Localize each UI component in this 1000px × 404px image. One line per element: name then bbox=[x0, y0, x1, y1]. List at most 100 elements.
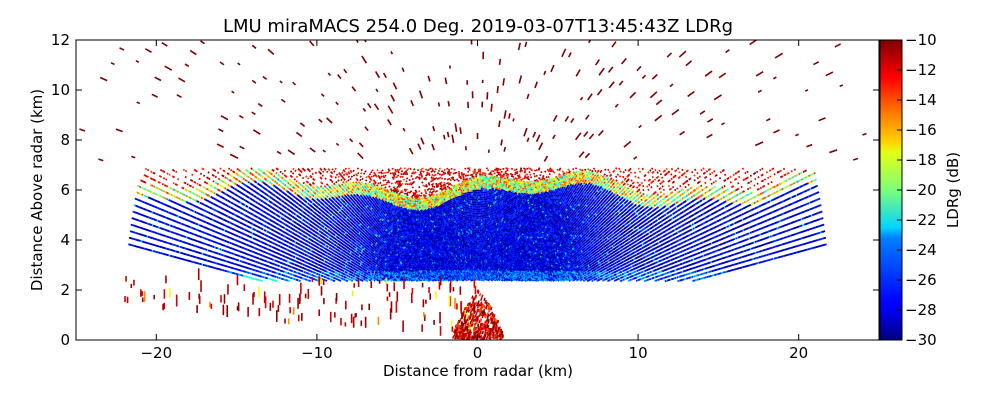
ldr-gate bbox=[741, 187, 742, 188]
ldr-gate bbox=[767, 178, 769, 179]
ldr-gate bbox=[714, 171, 715, 172]
ldr-gate bbox=[755, 179, 756, 180]
ldr-gate bbox=[637, 182, 638, 183]
ldr-gate bbox=[671, 174, 672, 175]
ldr-gate bbox=[766, 172, 767, 173]
ldr-gate bbox=[725, 180, 726, 181]
ldr-gate bbox=[671, 179, 672, 180]
ldr-gate bbox=[659, 170, 660, 171]
ldr-gate bbox=[660, 188, 661, 189]
ldr-gate bbox=[657, 176, 658, 177]
ldr-gate bbox=[651, 168, 652, 169]
ldr-gate bbox=[747, 189, 749, 190]
ldr-gate bbox=[714, 187, 715, 188]
ldr-gate bbox=[801, 173, 803, 174]
ldr-gate bbox=[679, 172, 680, 173]
ldr-gate bbox=[738, 183, 739, 184]
ldr-gate bbox=[727, 189, 728, 190]
ldr-gate bbox=[743, 191, 745, 192]
ldr-gate bbox=[794, 169, 796, 170]
ldr-gate bbox=[769, 170, 770, 171]
ldr-gate bbox=[673, 181, 674, 182]
ldr-gate bbox=[647, 194, 648, 195]
ldr-gate bbox=[703, 168, 704, 169]
ldr-gate bbox=[672, 192, 673, 193]
ldr-gate bbox=[684, 173, 685, 174]
ldr-gate bbox=[701, 170, 702, 171]
ldr-gate bbox=[780, 170, 782, 171]
ldr-gate bbox=[647, 186, 648, 187]
ldr-gate bbox=[723, 170, 724, 171]
ldr-gate bbox=[661, 177, 662, 178]
ldr-gate bbox=[791, 171, 793, 172]
ldr-gate bbox=[785, 174, 787, 175]
ldr-gate bbox=[694, 180, 695, 181]
ldr-gate bbox=[710, 179, 711, 180]
ldr-gate bbox=[805, 170, 807, 171]
ldr-gate bbox=[691, 187, 692, 188]
ldr-gate bbox=[688, 184, 689, 185]
ldr-gate bbox=[750, 175, 751, 176]
ldr-gate bbox=[663, 190, 664, 191]
ldr-gate bbox=[675, 175, 676, 176]
ldr-gate bbox=[754, 173, 755, 174]
ldr-gate bbox=[655, 192, 656, 193]
ldr-gate bbox=[643, 186, 644, 187]
ldr-gate bbox=[659, 180, 660, 181]
ldr-gate bbox=[653, 172, 654, 173]
ldr-gate bbox=[648, 172, 649, 173]
ldr-gate bbox=[781, 176, 783, 177]
ldr-gate bbox=[682, 189, 683, 190]
ldr-gate bbox=[669, 180, 670, 181]
ldr-gate bbox=[655, 170, 656, 171]
ldr-gate bbox=[760, 188, 762, 189]
ldr-gate bbox=[749, 188, 751, 189]
ldr-gate bbox=[724, 186, 725, 187]
ldr-gate bbox=[654, 179, 655, 180]
ldr-gate bbox=[762, 180, 764, 181]
ldr-gate bbox=[675, 190, 676, 191]
ldr-gate bbox=[768, 184, 770, 185]
ldr-gate bbox=[663, 181, 664, 182]
ldr-gate bbox=[687, 180, 688, 181]
chart-title: LMU miraMACS 254.0 Deg. 2019-03-07T13:45… bbox=[223, 16, 733, 37]
ldr-gate bbox=[733, 174, 734, 175]
ldr-gate bbox=[650, 170, 651, 171]
ldr-gate bbox=[748, 182, 749, 183]
ldr-gate bbox=[657, 186, 658, 187]
ldr-gate bbox=[771, 182, 773, 183]
ldr-gate bbox=[694, 175, 695, 176]
ldr-gate bbox=[713, 182, 714, 183]
ldr-gate bbox=[657, 172, 658, 173]
ldr-gate bbox=[712, 172, 713, 173]
ldr-gate bbox=[697, 173, 698, 174]
ldr-gate bbox=[754, 185, 756, 186]
ldr-gate bbox=[639, 184, 640, 185]
ldr-gate bbox=[719, 178, 720, 179]
ldr-gate bbox=[705, 177, 706, 178]
ldr-gate bbox=[722, 187, 723, 188]
ldr-gate bbox=[788, 173, 790, 174]
ldr-gate bbox=[633, 186, 634, 187]
ldr-gate bbox=[756, 172, 757, 173]
ldr-gate bbox=[764, 179, 766, 180]
ldr-gate bbox=[639, 189, 640, 190]
ldr-gate bbox=[677, 188, 678, 189]
ldr-gate bbox=[728, 178, 729, 179]
ldr-gate bbox=[690, 178, 691, 179]
ldr-gate bbox=[738, 177, 739, 178]
ldr-gate bbox=[662, 186, 663, 187]
ldr-gate bbox=[720, 172, 721, 173]
ldr-gate bbox=[670, 188, 671, 189]
ldr-gate bbox=[649, 184, 650, 185]
ldr-gate bbox=[648, 189, 649, 190]
ldr-gate bbox=[652, 181, 653, 182]
ldr-gate bbox=[699, 181, 700, 182]
ldr-gate bbox=[704, 173, 705, 174]
ldr-gate bbox=[738, 189, 739, 190]
ldr-gate bbox=[710, 174, 711, 175]
ldr-gate bbox=[666, 169, 667, 170]
ldr-gate bbox=[711, 183, 712, 184]
ldr-gate bbox=[697, 178, 698, 179]
ldr-gate bbox=[745, 173, 746, 174]
